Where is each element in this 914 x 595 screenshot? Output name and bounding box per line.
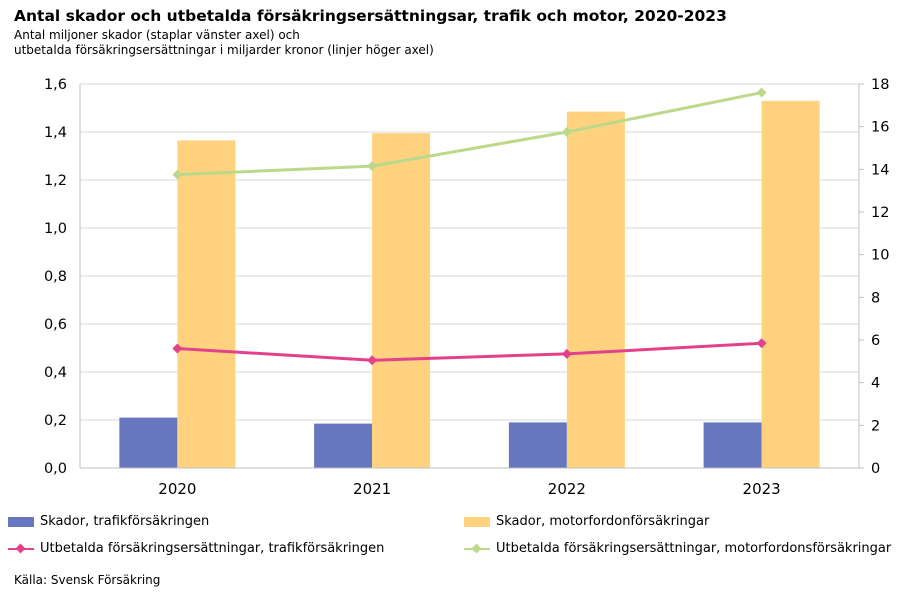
- bar-motor-claims: [566, 111, 625, 468]
- y-left-tick-label: 1,4: [44, 125, 67, 141]
- x-tick-label: 2021: [353, 480, 391, 498]
- y-right-tick-label: 16: [871, 120, 889, 136]
- point-motor-payouts: [367, 161, 378, 172]
- legend-item-motor-claims: Skador, motorfordonförsäkringar: [464, 514, 709, 529]
- legend-item-motor-payouts: Utbetalda försäkringsersättningar, motor…: [464, 541, 891, 556]
- x-tick-label: 2022: [548, 480, 586, 498]
- point-traffic-payouts: [561, 348, 572, 359]
- source-note: Källa: Svensk Försäkring: [14, 573, 161, 587]
- y-right-tick-label: 12: [871, 205, 889, 221]
- legend-swatch-motor-payouts: [464, 543, 490, 554]
- point-traffic-payouts: [172, 343, 183, 354]
- y-right-tick-label: 6: [871, 333, 880, 349]
- chart-subtitle-line2: utbetalda försäkringsersättningar i milj…: [14, 43, 434, 57]
- bar-traffic-claims: [703, 422, 762, 468]
- point-traffic-payouts: [367, 355, 378, 366]
- legend-swatch-traffic-payouts: [8, 543, 34, 554]
- y-left-tick-label: 0,4: [44, 365, 67, 381]
- line-motor-payouts: [177, 91, 762, 177]
- legend-label-motor-payouts: Utbetalda försäkringsersättningar, motor…: [496, 541, 892, 556]
- y-left-tick-label: 0,8: [44, 269, 67, 285]
- point-motor-payouts: [172, 169, 183, 180]
- legend-item-traffic-claims: Skador, trafikförsäkringen: [8, 514, 209, 529]
- point-motor-payouts: [561, 127, 572, 137]
- line-traffic-payouts: [177, 341, 762, 362]
- y-right-tick-label: 0: [871, 461, 880, 477]
- bar-traffic-claims: [508, 422, 567, 468]
- y-right-tick-label: 10: [871, 248, 889, 264]
- chart-subtitle-line1: Antal miljoner skador (staplar vänster a…: [14, 28, 300, 42]
- y-left-tick-label: 0,2: [44, 413, 67, 429]
- legend-label-motor-claims: Skador, motorfordonförsäkringar: [496, 514, 710, 529]
- y-right-tick-label: 18: [871, 77, 889, 93]
- y-left-tick-label: 1,0: [44, 221, 67, 237]
- legend-item-traffic-payouts: Utbetalda försäkringsersättningar, trafi…: [8, 541, 384, 556]
- chart-title: Antal skador och utbetalda försäkringser…: [14, 7, 727, 25]
- x-tick-label: 2023: [743, 480, 781, 498]
- legend-swatch-traffic-claims: [8, 516, 34, 527]
- bar-motor-claims: [372, 133, 431, 468]
- point-motor-payouts: [756, 87, 767, 98]
- y-left-tick-label: 1,6: [44, 77, 67, 93]
- x-tick-label: 2020: [158, 480, 196, 498]
- y-right-tick-label: 8: [871, 290, 880, 306]
- y-right-tick-label: 4: [871, 376, 880, 392]
- point-traffic-payouts: [756, 338, 767, 349]
- bar-motor-claims: [177, 140, 236, 468]
- y-right-tick-label: 14: [871, 162, 889, 178]
- y-left-tick-label: 0,6: [44, 317, 67, 333]
- bar-traffic-claims: [314, 423, 373, 468]
- legend-swatch-motor-claims: [464, 516, 490, 527]
- bar-traffic-claims: [119, 417, 178, 468]
- y-left-tick-label: 1,2: [44, 173, 67, 189]
- legend-label-traffic-claims: Skador, trafikförsäkringen: [40, 514, 210, 529]
- bar-motor-claims: [761, 100, 820, 469]
- y-right-tick-label: 2: [871, 418, 880, 434]
- legend-label-traffic-payouts: Utbetalda försäkringsersättningar, trafi…: [40, 541, 385, 556]
- y-left-tick-label: 0,0: [44, 461, 67, 477]
